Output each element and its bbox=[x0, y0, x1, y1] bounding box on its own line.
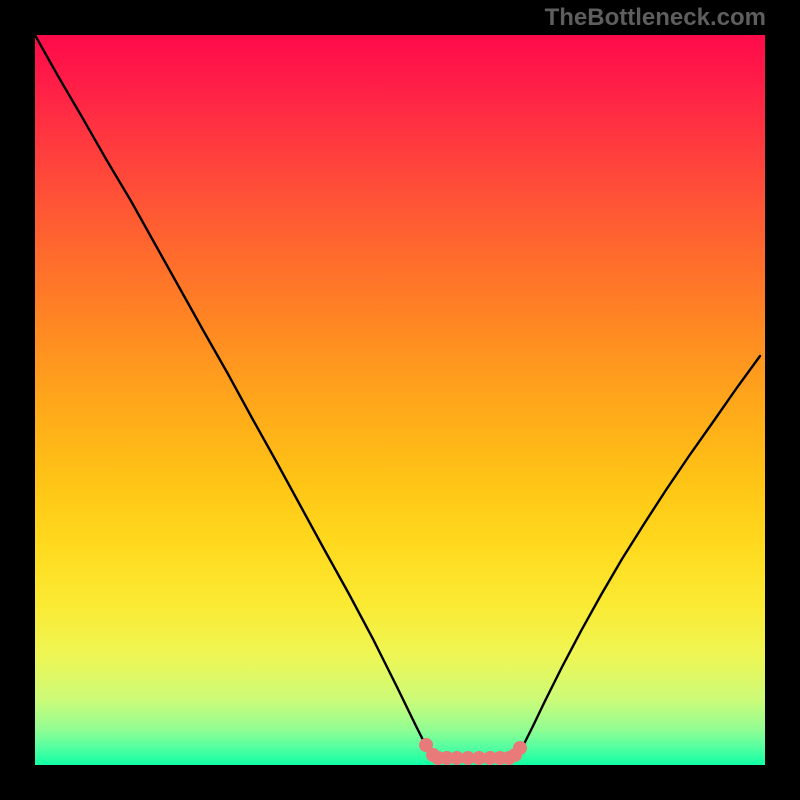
figure-canvas: TheBottleneck.com bbox=[0, 0, 800, 800]
plot-area bbox=[35, 35, 765, 765]
plot-svg bbox=[35, 35, 765, 765]
bottleneck-curve bbox=[35, 35, 760, 758]
watermark-text: TheBottleneck.com bbox=[545, 4, 766, 32]
trough-marker bbox=[513, 741, 527, 755]
trough-markers bbox=[419, 738, 527, 765]
